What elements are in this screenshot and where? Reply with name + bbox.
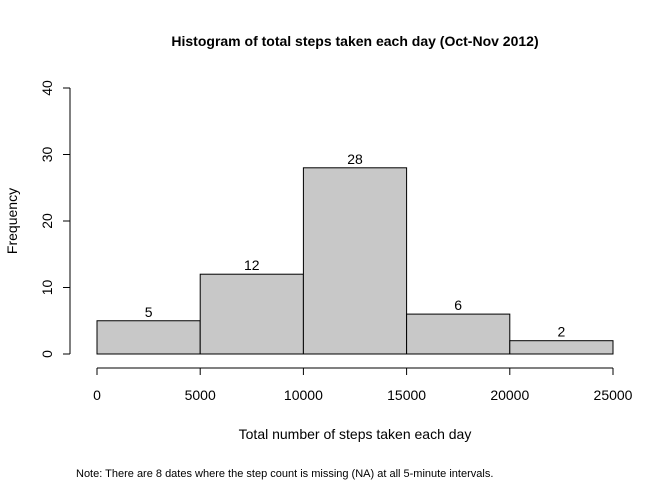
y-tick-label: 0	[39, 350, 55, 358]
y-axis-title: Frequency	[4, 188, 20, 254]
bar-value-label-2: 12	[244, 257, 260, 273]
y-axis: 0 10 20 30 40	[39, 80, 71, 358]
x-tick-label: 0	[93, 387, 101, 403]
histogram-bar-2	[199, 273, 304, 355]
y-tick-label: 30	[39, 147, 55, 163]
histogram-bar-3	[302, 167, 408, 355]
footnote: Note: There are 8 dates where the step c…	[76, 468, 493, 480]
x-axis: 0 5000 10000 15000 20000 25000	[93, 367, 633, 403]
x-axis-title: Total number of steps taken each day	[239, 426, 472, 442]
y-tick-label: 40	[39, 80, 55, 96]
y-tick-label: 20	[39, 213, 55, 229]
bar-value-label-3: 28	[347, 151, 363, 167]
bar-value-label-5: 2	[558, 324, 566, 340]
histogram-bar-5	[509, 340, 614, 355]
histogram-bar-1	[96, 320, 201, 355]
bars-group	[96, 167, 614, 355]
x-tick-label: 5000	[185, 387, 216, 403]
histogram-bar-4	[406, 313, 511, 355]
bar-value-label-1: 5	[145, 304, 153, 320]
x-tick-label: 15000	[387, 387, 426, 403]
x-tick-label: 20000	[490, 387, 529, 403]
x-tick-label: 10000	[284, 387, 323, 403]
chart-title: Histogram of total steps taken each day …	[171, 33, 538, 49]
bar-labels-group: 5 12 28 6 2	[145, 151, 566, 340]
y-tick-label: 10	[39, 280, 55, 296]
x-tick-label: 25000	[594, 387, 633, 403]
bar-value-label-4: 6	[454, 297, 462, 313]
